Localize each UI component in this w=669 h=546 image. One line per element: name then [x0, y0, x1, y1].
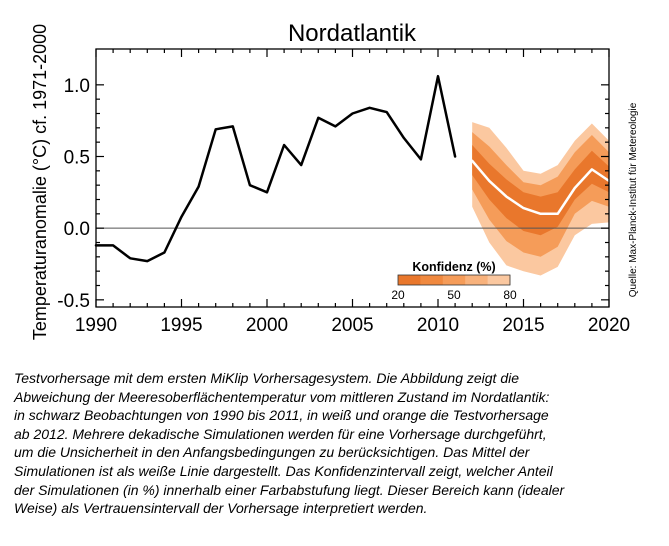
y-axis-label: Temperaturanomalie (°C) cf. 1971-2000 — [30, 24, 50, 340]
legend-swatch — [420, 275, 444, 285]
confidence-band-20 — [472, 145, 609, 236]
x-tick-label: 2015 — [502, 315, 544, 336]
legend-swatch — [442, 275, 466, 285]
legend-swatch — [465, 275, 489, 285]
caption-line: um die Unsicherheit in den Anfangsbeding… — [14, 444, 530, 461]
y-tick-label: -0.5 — [57, 291, 90, 312]
source-note: Quelle: Max-Planck-Institut für Metereol… — [628, 102, 639, 297]
legend-tick-label: 80 — [503, 288, 517, 302]
confidence-bands — [472, 122, 609, 276]
legend-tick-label: 50 — [447, 288, 461, 302]
caption-line: Simulationen ist als weiße Linie dargest… — [14, 462, 553, 479]
x-tick-label: 2020 — [588, 315, 630, 336]
x-tick-label: 2005 — [331, 315, 373, 336]
series-lines — [94, 74, 611, 263]
caption-line: der Simulationen (in %) innerhalb einer … — [14, 481, 565, 498]
legend-frame — [397, 274, 511, 286]
y-tick-label: 0.0 — [64, 219, 90, 240]
caption-line: Abweichung der Meeresoberflächentemperat… — [14, 388, 550, 405]
legend-tick-label: 20 — [391, 288, 405, 302]
legend-title: Konfidenz (%) — [412, 260, 495, 274]
caption-line: in schwarz Beobachtungen von 1990 bis 20… — [14, 407, 549, 424]
caption-line: Testvorhersage mit dem ersten MiKlip Vor… — [14, 370, 520, 386]
x-tick-label: 1995 — [160, 315, 202, 336]
x-tick-label: 1990 — [75, 315, 117, 336]
figure-caption: Testvorhersage mit dem ersten MiKlip Vor… — [14, 369, 664, 518]
legend-swatch — [487, 275, 511, 285]
forecast-mean-line — [470, 159, 611, 216]
chart-title: Nordatlantik — [288, 20, 417, 47]
legend-swatch — [398, 275, 421, 285]
chart: Nordatlantik Temperaturanomalie (°C) cf.… — [30, 20, 639, 340]
axis-ticks: 1990 1995 2000 2005 2010 2015 2020 1.0 0.5 0.0 -0.… — [57, 49, 630, 336]
y-tick-label: 1.0 — [64, 76, 90, 97]
caption-line: ab 2012. Mehrere dekadische Simulationen… — [14, 425, 547, 442]
caption-line: Weise) als Vertrauensintervall der Vorhe… — [14, 500, 428, 517]
x-tick-label: 2010 — [417, 315, 459, 336]
observations-line — [94, 74, 457, 263]
confidence-band-50 — [472, 132, 609, 257]
x-tick-label: 2000 — [246, 315, 288, 336]
legend: Konfidenz (%) 20 50 80 — [391, 260, 517, 302]
y-tick-label: 0.5 — [64, 148, 90, 169]
